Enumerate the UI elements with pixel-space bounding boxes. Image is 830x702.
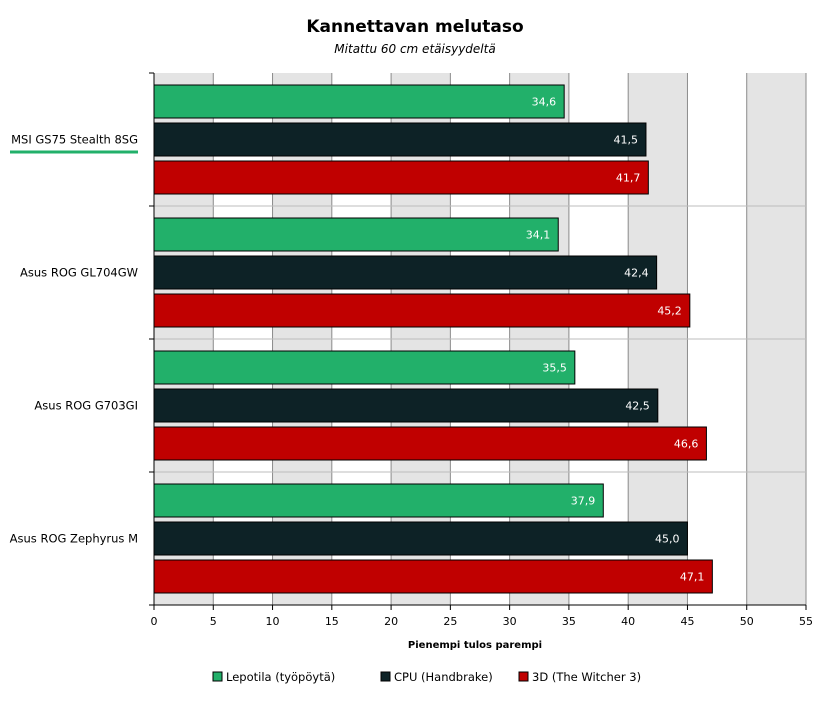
x-axis-label: Pienempi tulos parempi <box>408 640 542 651</box>
category-label: Asus ROG Zephyrus M <box>10 532 138 546</box>
x-tick-label: 55 <box>799 615 813 628</box>
bar-value-label: 41,7 <box>616 172 641 185</box>
x-tick-label: 35 <box>562 615 576 628</box>
bar <box>153 293 691 328</box>
chart-subtitle: Mitattu 60 cm etäisyydeltä <box>334 42 495 56</box>
legend-swatch <box>380 671 391 682</box>
legend-swatch <box>518 671 529 682</box>
bar-value-label: 42,4 <box>624 267 649 280</box>
bar <box>153 160 649 195</box>
bar-value-label: 35,5 <box>542 362 567 375</box>
bar <box>153 559 713 594</box>
bar-value-label: 37,9 <box>571 495 596 508</box>
axes <box>149 72 807 610</box>
highlight-underline <box>10 150 138 154</box>
bars: 34,6 41,5 41,7 34,1 42,4 45,2 35,5 42,5 46,6 37,9… <box>153 84 713 594</box>
x-tick-labels: 0 5 10 15 20 25 30 35 40 45 50 55 <box>151 615 814 628</box>
legend-label: CPU (Handbrake) <box>394 670 493 684</box>
x-tick-label: 25 <box>443 615 457 628</box>
x-tick-label: 10 <box>266 615 280 628</box>
bar <box>153 350 576 385</box>
bar-value-label: 34,1 <box>526 229 551 242</box>
x-tick-label: 40 <box>621 615 635 628</box>
bar-value-label: 47,1 <box>680 571 705 584</box>
x-tick-label: 20 <box>384 615 398 628</box>
bar <box>153 426 707 461</box>
bar <box>153 255 658 290</box>
legend-label: 3D (The Witcher 3) <box>532 670 641 684</box>
x-tick-label: 30 <box>503 615 517 628</box>
x-tick-label: 5 <box>210 615 217 628</box>
legend-swatch <box>212 671 223 682</box>
x-tick-label: 50 <box>740 615 754 628</box>
chart-title: Kannettavan melutaso <box>306 17 523 37</box>
bar-value-label: 45,2 <box>657 305 682 318</box>
bar <box>153 388 659 423</box>
bar <box>153 483 604 518</box>
bar-value-label: 34,6 <box>532 96 557 109</box>
bar-value-label: 42,5 <box>625 400 650 413</box>
bar-value-label: 41,5 <box>613 134 638 147</box>
bar <box>153 521 688 556</box>
x-tick-label: 45 <box>680 615 694 628</box>
legend-label: Lepotila (työpöytä) <box>226 670 335 684</box>
bar <box>153 84 565 119</box>
bar <box>153 217 559 252</box>
category-label: Asus ROG GL704GW <box>20 266 138 280</box>
x-tick-label: 0 <box>151 615 158 628</box>
legend: Lepotila (työpöytä) CPU (Handbrake) 3D (Th… <box>212 670 641 684</box>
category-label: Asus ROG G703GI <box>34 399 138 413</box>
x-tick-label: 15 <box>325 615 339 628</box>
category-labels: MSI GS75 Stealth 8SG Asus ROG GL704GW Asus… <box>10 133 138 546</box>
bar-value-label: 46,6 <box>674 438 699 451</box>
category-label: MSI GS75 Stealth 8SG <box>11 133 138 147</box>
bar <box>153 122 647 157</box>
bar-value-label: 45,0 <box>655 533 680 546</box>
